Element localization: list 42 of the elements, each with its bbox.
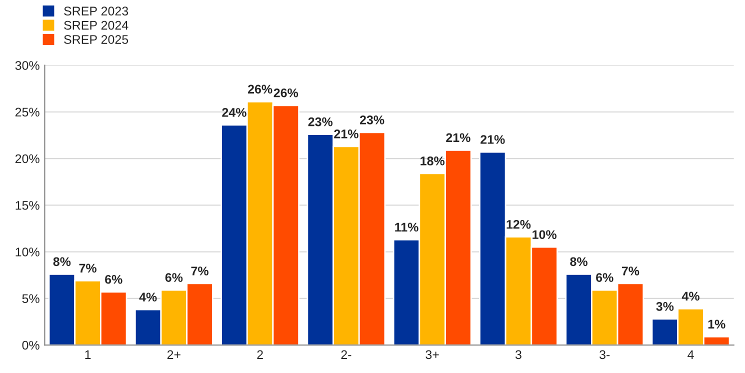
data-label: 6% bbox=[596, 273, 614, 282]
data-label: 4% bbox=[682, 292, 700, 301]
data-label: 24% bbox=[222, 108, 246, 117]
x-tick-label: 3- bbox=[600, 350, 610, 360]
data-label: 3% bbox=[656, 302, 674, 311]
y-tick-label: 10% bbox=[16, 248, 40, 256]
data-label: 7% bbox=[79, 264, 96, 273]
legend-label: SREP 2025 bbox=[64, 35, 128, 44]
legend-label: SREP 2024 bbox=[64, 20, 128, 30]
data-label: 18% bbox=[420, 156, 445, 166]
data-label: 4% bbox=[139, 292, 157, 302]
y-tick-label: 30% bbox=[15, 61, 40, 70]
data-label: 21% bbox=[480, 135, 505, 144]
y-tick-label: 0% bbox=[22, 340, 40, 350]
data-label: 6% bbox=[105, 274, 122, 284]
x-tick-label: 4 bbox=[688, 350, 694, 359]
x-tick-label: 2 bbox=[257, 350, 263, 359]
data-label: 23% bbox=[360, 116, 384, 124]
data-label: 23% bbox=[308, 117, 333, 126]
x-tick-label: 3+ bbox=[426, 350, 439, 360]
y-tick-label: 15% bbox=[16, 201, 40, 210]
data-label: 1% bbox=[708, 320, 726, 329]
data-label: 7% bbox=[622, 266, 640, 276]
data-label: 26% bbox=[274, 88, 298, 98]
x-tick-label: 1 bbox=[85, 350, 91, 359]
x-tick-label: 3 bbox=[515, 350, 522, 360]
data-label: 12% bbox=[506, 220, 531, 229]
data-label: 21% bbox=[334, 129, 358, 138]
data-label: 11% bbox=[395, 222, 418, 232]
data-label: 26% bbox=[248, 84, 272, 94]
data-label: 6% bbox=[165, 273, 183, 282]
data-label: 8% bbox=[53, 257, 71, 266]
data-label: 10% bbox=[532, 230, 556, 240]
x-tick-label: 2- bbox=[341, 350, 352, 359]
y-tick-label: 5% bbox=[22, 294, 40, 304]
data-label: 21% bbox=[446, 133, 470, 142]
legend-label: SREP 2023 bbox=[64, 6, 128, 16]
x-tick-label: 2+ bbox=[167, 350, 180, 359]
y-tick-label: 25% bbox=[15, 108, 40, 117]
y-tick-label: 20% bbox=[15, 154, 40, 164]
data-label: 8% bbox=[570, 257, 588, 266]
data-label: 7% bbox=[191, 266, 208, 276]
